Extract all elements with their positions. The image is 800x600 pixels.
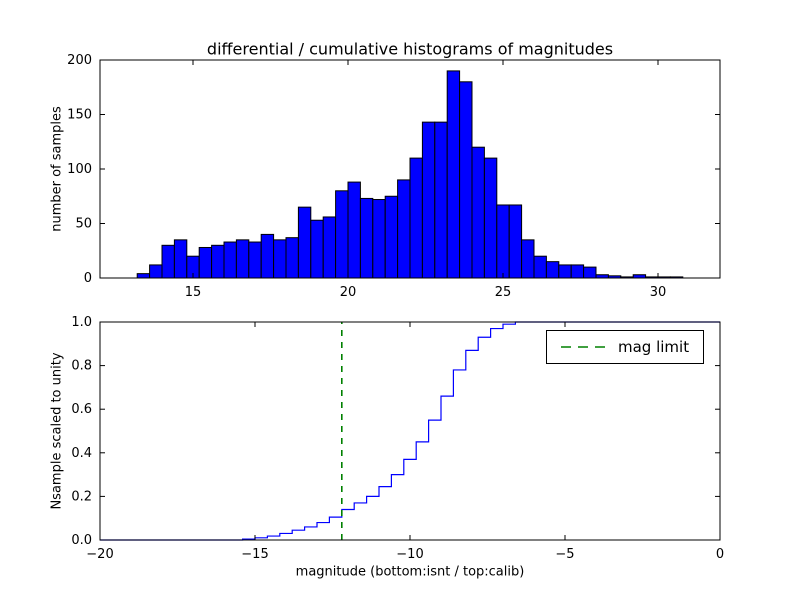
bottom-axes: −20 −15 −10 −5 0 0.0 0.2 0.4 0.6 0.8 1.0: [71, 315, 724, 562]
svg-text:−10: −10: [396, 547, 423, 562]
legend: mag limit: [546, 330, 705, 364]
svg-text:25: 25: [495, 285, 512, 300]
top-axes: 15 20 25 30 0 50 100 150 200: [67, 53, 721, 300]
svg-text:0.6: 0.6: [71, 402, 92, 417]
histogram-bars: [136, 70, 684, 279]
bottom-y-axis-label: Nsample scaled to unity: [49, 352, 65, 510]
svg-text:0: 0: [84, 271, 92, 286]
legend-label: mag limit: [618, 338, 690, 356]
svg-text:−5: −5: [555, 547, 574, 562]
bottom-x-axis-label: magnitude (bottom:isnt / top:calib): [295, 564, 525, 580]
svg-text:15: 15: [185, 285, 202, 300]
svg-text:0.0: 0.0: [71, 533, 92, 548]
svg-text:150: 150: [67, 108, 92, 123]
svg-text:−15: −15: [241, 547, 268, 562]
chart-title: differential / cumulative histograms of …: [206, 39, 614, 59]
svg-text:50: 50: [75, 217, 92, 232]
svg-text:0.4: 0.4: [71, 446, 92, 461]
svg-text:0.2: 0.2: [71, 489, 92, 504]
svg-text:20: 20: [340, 285, 357, 300]
top-y-axis-label: number of samples: [49, 106, 65, 232]
svg-text:30: 30: [650, 285, 667, 300]
cumulative-line: [100, 321, 720, 541]
svg-text:0: 0: [716, 547, 724, 562]
svg-text:0.8: 0.8: [71, 359, 92, 374]
svg-text:−20: −20: [86, 547, 113, 562]
svg-text:100: 100: [67, 162, 92, 177]
mag-limit-legend-sample: [561, 346, 605, 348]
svg-text:200: 200: [67, 53, 92, 68]
svg-text:1.0: 1.0: [71, 315, 92, 330]
